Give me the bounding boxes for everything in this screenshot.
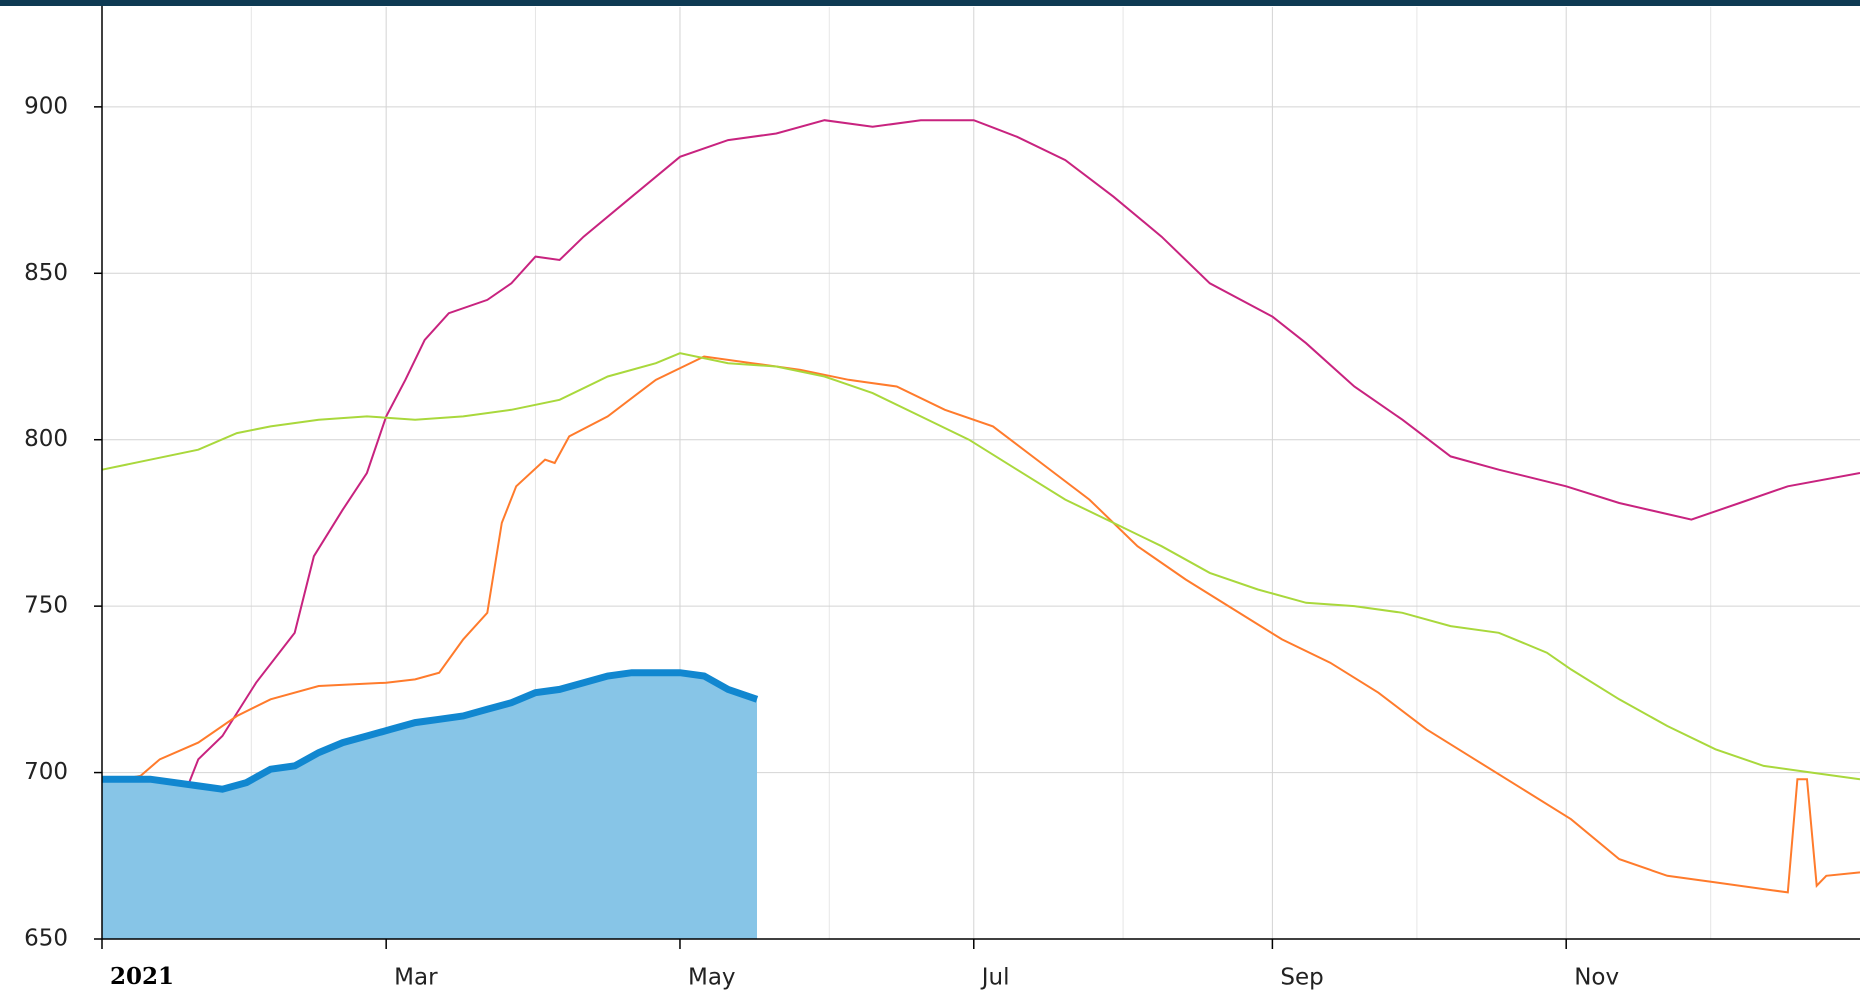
y-tick-label: 750 [24, 593, 68, 619]
line [101, 119, 1860, 874]
x-tick-label: Sep [1280, 965, 1323, 991]
line [101, 355, 1860, 894]
area-line [102, 669, 759, 793]
x-tick-label: May [688, 965, 736, 991]
line [101, 352, 1860, 781]
top-bar [0, 0, 1860, 6]
area [102, 672, 757, 939]
x-tick-label: Nov [1574, 965, 1619, 991]
y-tick-label: 900 [24, 93, 68, 119]
y-tick-label: 700 [24, 759, 68, 785]
x-tick-label: Jul [980, 965, 1010, 991]
y-tick-label: 650 [24, 926, 68, 952]
x-tick-label: Mar [394, 965, 438, 991]
x-tick-label: 2021 [110, 963, 174, 990]
y-tick-label: 800 [24, 426, 68, 452]
y-tick-label: 850 [24, 260, 68, 286]
